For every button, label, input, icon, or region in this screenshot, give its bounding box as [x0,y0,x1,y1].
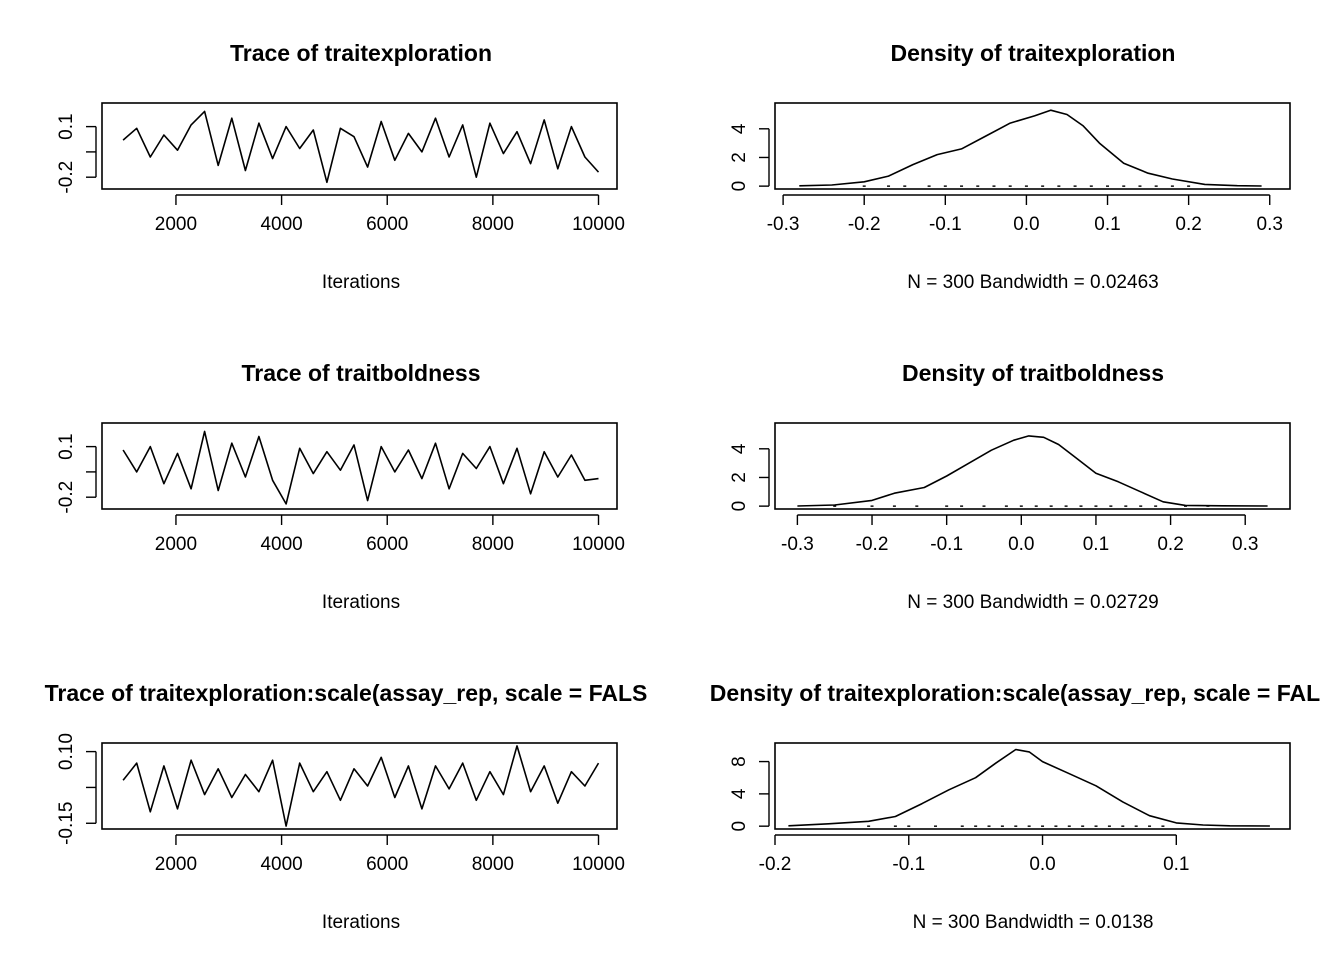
x-tick-label: 0.3 [1257,214,1283,235]
y-tick-label: 4 [729,123,750,134]
x-tick-label: 8000 [472,534,514,555]
y-tick-label: 0 [729,181,750,192]
x-tick-label: 0.2 [1175,214,1201,235]
x-tick-label: 0.2 [1157,534,1183,555]
x-tick-label: 0.3 [1232,534,1258,555]
y-tick-label: 0 [729,501,750,512]
x-axis-label: N = 300 Bandwidth = 0.02463 [907,272,1158,293]
series-line [788,748,1270,827]
chart-title: Density of traitexploration [891,40,1176,66]
x-axis-label: N = 300 Bandwidth = 0.0138 [913,912,1154,933]
x-axis-label: N = 300 Bandwidth = 0.02729 [907,592,1158,613]
y-tick-label: 0.1 [56,433,77,459]
y-tick-label: 8 [729,756,750,767]
x-tick-label: 0.0 [1029,854,1055,875]
x-tick-label: 2000 [155,534,197,555]
chart-title: Density of traitexploration:scale(assay_… [710,680,1320,706]
x-tick-label: 4000 [260,534,302,555]
x-tick-label: 0.1 [1163,854,1189,875]
y-tick-label: 2 [729,152,750,163]
x-tick-label: 8000 [472,214,514,235]
x-tick-label: 4000 [260,854,302,875]
x-axis-label: Iterations [322,912,400,933]
x-tick-label: 10000 [572,534,625,555]
x-tick-label: -0.3 [767,214,800,235]
x-tick-label: 0.0 [1013,214,1039,235]
panel-density-traitboldness: Density of traitboldness N = 300 Bandwid… [729,360,1291,613]
x-tick-label: 4000 [260,214,302,235]
y-tick-label: 0.1 [56,113,77,139]
plot-frame [101,742,618,830]
x-tick-label: 0.1 [1094,214,1120,235]
x-tick-label: 10000 [572,854,625,875]
y-tick-label: 4 [729,443,750,454]
panel-density-traitexploration: Density of traitexploration N = 300 Band… [729,40,1291,293]
y-tick-label: -0.2 [56,161,77,194]
plot-frame [101,102,618,190]
x-tick-label: 8000 [472,854,514,875]
y-tick-label: 4 [729,788,750,799]
chart-title: Density of traitboldness [902,360,1164,386]
x-tick-label: -0.2 [759,854,792,875]
series-line [799,109,1262,187]
chart-title: Trace of traitexploration:scale(assay_re… [45,680,648,706]
panel-trace-traitexploration: Trace of traitexploration Iterations 200… [56,40,625,293]
series-line [122,430,599,505]
x-tick-label: -0.2 [856,534,889,555]
y-tick-label: 0.10 [56,733,77,770]
plot-frame [101,422,618,510]
plot-frame [774,742,1291,830]
y-tick-label: -0.2 [56,481,77,514]
x-tick-label: -0.2 [848,214,881,235]
y-tick-label: 2 [729,472,750,483]
x-axis-label: Iterations [322,272,400,293]
plot-frame [774,422,1291,510]
series-line [797,435,1268,507]
x-tick-label: 6000 [366,214,408,235]
y-tick-label: 0 [729,821,750,832]
plot-frame [774,102,1291,190]
series-line [122,110,600,184]
x-tick-label: -0.1 [892,854,925,875]
x-tick-label: 0.1 [1083,534,1109,555]
x-tick-label: -0.1 [929,214,962,235]
panel-trace-interaction: Trace of traitexploration:scale(assay_re… [45,680,648,933]
x-tick-label: -0.3 [781,534,814,555]
x-tick-label: 6000 [366,854,408,875]
series-line [122,745,600,827]
panel-trace-traitboldness: Trace of traitboldness Iterations 2000 40… [56,360,625,613]
panel-density-interaction: Density of traitexploration:scale(assay_… [710,680,1320,933]
x-tick-label: 0.0 [1008,534,1034,555]
x-tick-label: -0.1 [930,534,963,555]
x-tick-label: 6000 [366,534,408,555]
x-tick-label: 2000 [155,854,197,875]
chart-title: Trace of traitboldness [241,360,480,386]
x-tick-label: 2000 [155,214,197,235]
x-tick-label: 10000 [572,214,625,235]
x-axis-label: Iterations [322,592,400,613]
chart-title: Trace of traitexploration [230,40,492,66]
y-tick-label: -0.15 [56,802,77,845]
